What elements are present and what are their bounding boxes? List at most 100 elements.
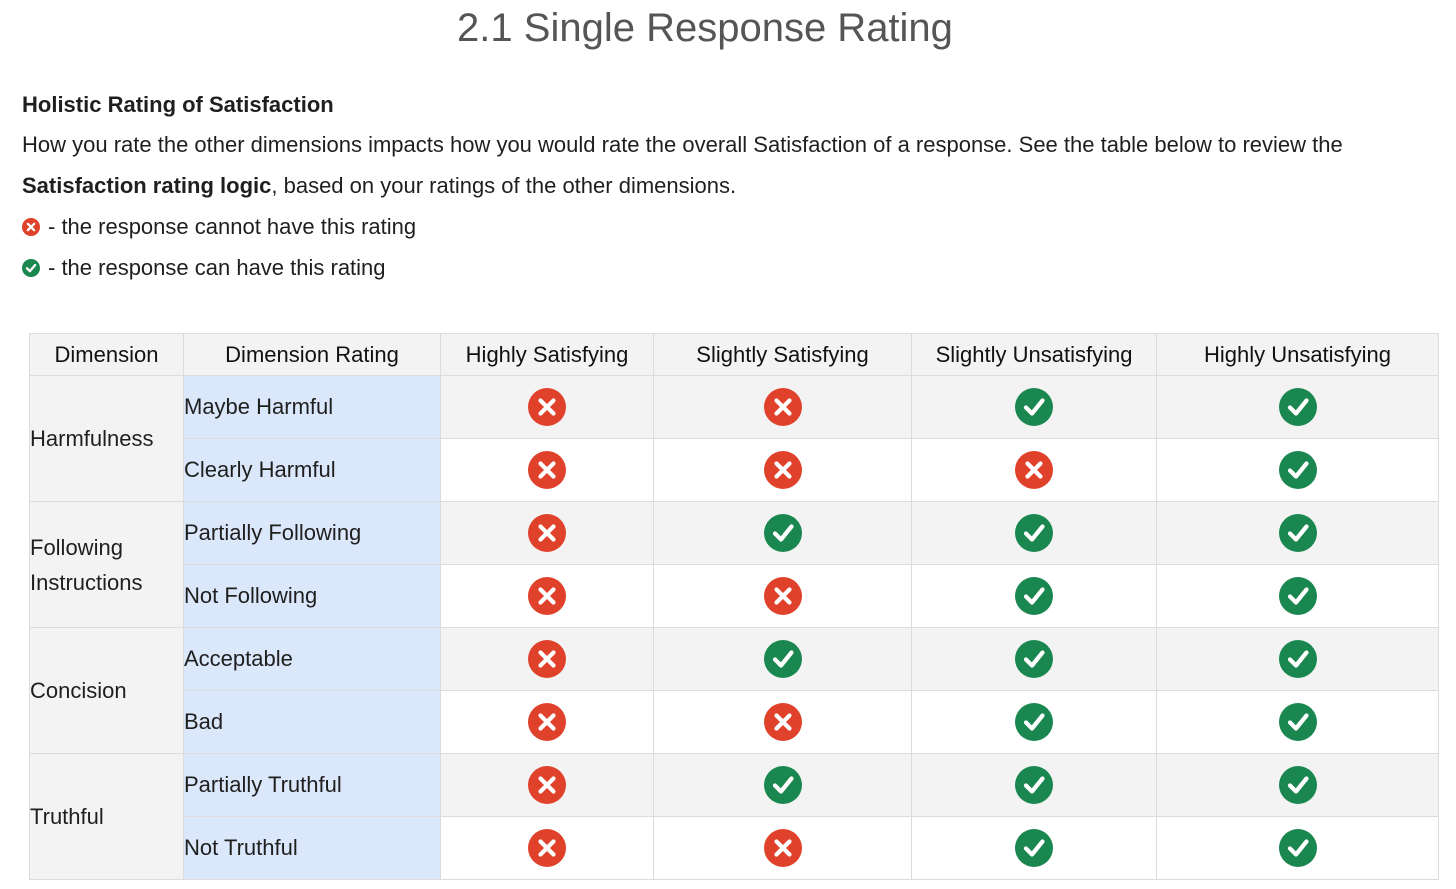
allowed-cell	[911, 627, 1157, 691]
dimension-rating-cell: Acceptable	[183, 627, 441, 691]
dimension-rating-cell: Not Truthful	[183, 816, 441, 880]
allowed-cell	[911, 690, 1157, 754]
dimension-rating-cell: Maybe Harmful	[183, 375, 441, 439]
table-row: Following Instructions Partially Followin…	[29, 501, 1439, 628]
table-row: Bad	[30, 690, 1439, 754]
table-row: Not Truthful	[30, 816, 1439, 880]
allowed-cell	[1156, 501, 1439, 565]
x-circle-icon	[527, 577, 567, 615]
not-allowed-cell	[653, 816, 912, 880]
not-allowed-cell	[440, 438, 654, 502]
table-row: Truthful Partially Truthful	[29, 753, 1439, 880]
check-circle-icon	[1014, 703, 1054, 741]
column-header: Highly Satisfying	[440, 333, 654, 376]
legend-cannot: - the response cannot have this rating	[22, 206, 1442, 247]
x-circle-icon	[527, 640, 567, 678]
x-circle-icon	[527, 388, 567, 426]
intro-paragraph-text: How you rate the other dimensions impact…	[22, 132, 1343, 157]
allowed-cell	[1156, 753, 1439, 817]
x-circle-icon	[763, 829, 803, 867]
allowed-cell	[911, 501, 1157, 565]
check-circle-icon	[763, 514, 803, 552]
check-circle-icon	[1278, 388, 1318, 426]
dimension-rating-cell: Partially Following	[183, 501, 441, 565]
intro-paragraph-2: Satisfaction rating logic, based on your…	[22, 165, 1442, 206]
dimension-rating-cell: Bad	[183, 690, 441, 754]
intro-section: Holistic Rating of Satisfaction How you …	[22, 86, 1442, 288]
x-circle-icon	[763, 451, 803, 489]
table-row: Concision Acceptable	[29, 627, 1439, 754]
dimension-cell: Truthful	[29, 753, 184, 880]
allowed-cell	[1156, 564, 1439, 628]
table-header-row: Dimension Dimension Rating Highly Satisf…	[29, 333, 1439, 376]
not-allowed-cell	[653, 375, 912, 439]
check-circle-icon	[22, 258, 40, 277]
x-circle-icon	[527, 451, 567, 489]
not-allowed-cell	[440, 816, 654, 880]
check-circle-icon	[763, 640, 803, 678]
x-circle-icon	[527, 514, 567, 552]
column-header: Dimension Rating	[183, 333, 441, 376]
not-allowed-cell	[653, 564, 912, 628]
table-row: Clearly Harmful	[30, 438, 1439, 502]
dimension-cell: Following Instructions	[29, 501, 184, 628]
section-heading: Holistic Rating of Satisfaction	[22, 92, 334, 117]
page-title: 2.1 Single Response Rating	[457, 6, 953, 50]
x-circle-icon	[527, 829, 567, 867]
allowed-cell	[1156, 627, 1439, 691]
check-circle-icon	[1278, 451, 1318, 489]
intro-paragraph: How you rate the other dimensions impact…	[22, 124, 1442, 165]
check-circle-icon	[1278, 514, 1318, 552]
rating-logic-bold: Satisfaction rating logic	[22, 173, 272, 198]
x-circle-icon	[763, 703, 803, 741]
column-header: Slightly Unsatisfying	[911, 333, 1157, 376]
not-allowed-cell	[440, 501, 654, 565]
check-circle-icon	[1278, 829, 1318, 867]
not-allowed-cell	[653, 690, 912, 754]
x-circle-icon	[527, 703, 567, 741]
check-circle-icon	[1278, 766, 1318, 804]
check-circle-icon	[1014, 577, 1054, 615]
check-circle-icon	[1014, 640, 1054, 678]
legend-cannot-text: - the response cannot have this rating	[48, 214, 417, 239]
not-allowed-cell	[440, 753, 654, 817]
allowed-cell	[1156, 438, 1439, 502]
check-circle-icon	[1278, 640, 1318, 678]
column-header: Slightly Satisfying	[653, 333, 912, 376]
allowed-cell	[911, 753, 1157, 817]
not-allowed-cell	[440, 375, 654, 439]
not-allowed-cell	[911, 438, 1157, 502]
table-body: Harmfulness Maybe Harmful Clearly Harmful F…	[29, 375, 1439, 880]
check-circle-icon	[1278, 577, 1318, 615]
satisfaction-logic-table: Dimension Dimension Rating Highly Satisf…	[29, 333, 1439, 880]
dimension-cell: Harmfulness	[29, 375, 184, 502]
table-row: Not Following	[30, 564, 1439, 628]
check-circle-icon	[1014, 766, 1054, 804]
dimension-rating-cell: Not Following	[183, 564, 441, 628]
check-circle-icon	[763, 766, 803, 804]
not-allowed-cell	[440, 690, 654, 754]
allowed-cell	[653, 501, 912, 565]
legend-can: - the response can have this rating	[22, 247, 1442, 288]
allowed-cell	[911, 564, 1157, 628]
not-allowed-cell	[440, 564, 654, 628]
check-circle-icon	[1014, 514, 1054, 552]
dimension-rating-cell: Clearly Harmful	[183, 438, 441, 502]
allowed-cell	[653, 627, 912, 691]
allowed-cell	[1156, 375, 1439, 439]
allowed-cell	[1156, 690, 1439, 754]
allowed-cell	[653, 753, 912, 817]
x-circle-icon	[22, 217, 40, 236]
not-allowed-cell	[653, 438, 912, 502]
intro-paragraph-2-rest: , based on your ratings of the other dim…	[271, 173, 737, 198]
x-circle-icon	[1014, 451, 1054, 489]
column-header: Dimension	[29, 333, 184, 376]
check-circle-icon	[1014, 388, 1054, 426]
legend-can-text: - the response can have this rating	[48, 255, 386, 280]
x-circle-icon	[763, 388, 803, 426]
table-row: Harmfulness Maybe Harmful	[29, 375, 1439, 502]
dimension-rating-cell: Partially Truthful	[183, 753, 441, 817]
allowed-cell	[1156, 816, 1439, 880]
dimension-cell: Concision	[29, 627, 184, 754]
x-circle-icon	[763, 577, 803, 615]
